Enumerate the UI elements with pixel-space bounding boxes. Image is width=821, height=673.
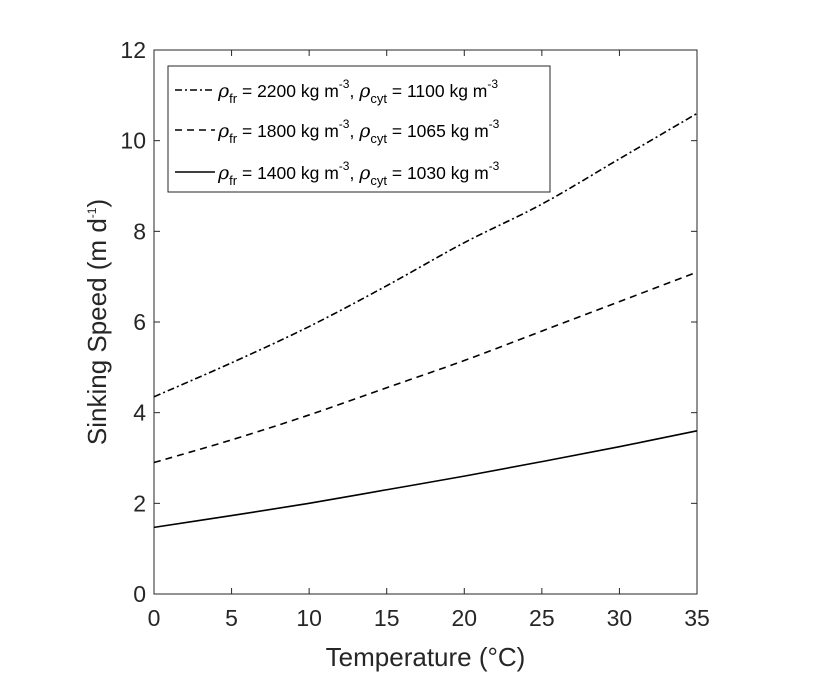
legend-rho-2b: ρ (358, 120, 371, 142)
legend-mid-2b: = 1065 kg m (387, 121, 489, 141)
y-axis-title-sup: -1 (85, 207, 99, 218)
legend-sub-2a: fr (229, 131, 238, 146)
legend-sep-2: , (349, 121, 359, 141)
legend-rho-2a: ρ (217, 120, 230, 142)
x-tick-label: 30 (607, 605, 633, 631)
legend-sub-1a: fr (229, 91, 238, 106)
x-tick-label: 15 (374, 605, 400, 631)
x-axis-title: Temperature (°C) (326, 642, 526, 672)
legend-rho-1a: ρ (217, 80, 230, 102)
y-tick-label: 10 (120, 128, 146, 154)
x-tick-label: 25 (529, 605, 555, 631)
x-tick-label: 5 (225, 605, 238, 631)
x-tick-label: 35 (684, 605, 710, 631)
legend-mid-3b: = 1030 kg m (387, 163, 489, 183)
legend-rho-1b: ρ (358, 80, 371, 102)
y-axis-title-close: ) (82, 199, 112, 208)
y-tick-label: 6 (133, 309, 146, 335)
legend-sup-3a: -3 (339, 159, 350, 173)
legend-label-series-2: ρfr = 1800 kg m-3, ρcyt = 1065 kg m-3 (217, 117, 500, 146)
series-line-3 (153, 430, 698, 529)
legend-box (167, 65, 551, 193)
legend-sep-3: , (349, 163, 359, 183)
legend-sep-1: , (349, 81, 359, 101)
y-tick-label: 0 (133, 581, 146, 607)
axis-ticks: 0 5 10 15 20 25 30 35 0 2 4 6 8 10 12 (120, 37, 709, 631)
y-axis-title: Sinking Speed (m d-1) (82, 199, 112, 445)
legend-sub-3a: fr (229, 173, 238, 188)
y-tick-label: 4 (133, 400, 146, 426)
legend-sup-2b: -3 (489, 117, 500, 131)
legend-sub-2b: cyt (370, 131, 387, 146)
legend: ρfr = 2200 kg m-3, ρcyt = 1100 kg m-3 ρf… (167, 65, 551, 193)
legend-sub-3b: cyt (370, 173, 387, 188)
legend-mid-3a: = 1400 kg m (237, 163, 339, 183)
legend-sup-1a: -3 (339, 77, 350, 91)
legend-label-series-1: ρfr = 2200 kg m-3, ρcyt = 1100 kg m-3 (217, 77, 498, 106)
legend-sup-1b: -3 (487, 77, 498, 91)
y-axis-title-main: Sinking Speed (m d (82, 218, 112, 445)
series-line-1 (153, 112, 698, 398)
legend-sup-2a: -3 (339, 117, 350, 131)
legend-rho-3a: ρ (217, 162, 230, 184)
legend-sub-1b: cyt (370, 91, 387, 106)
x-tick-label: 20 (451, 605, 477, 631)
legend-mid-2a: = 1800 kg m (237, 121, 339, 141)
legend-sup-3b: -3 (489, 159, 500, 173)
legend-label-series-3: ρfr = 1400 kg m-3, ρcyt = 1030 kg m-3 (217, 159, 500, 188)
x-tick-label: 0 (148, 605, 161, 631)
x-tick-label: 10 (296, 605, 322, 631)
legend-mid-1b: = 1100 kg m (387, 81, 487, 101)
y-tick-label: 2 (133, 490, 146, 516)
series-lines (153, 112, 698, 529)
series-line-2 (153, 271, 698, 464)
y-tick-label: 8 (133, 218, 146, 244)
y-tick-label: 12 (120, 37, 146, 63)
legend-rho-3b: ρ (358, 162, 371, 184)
legend-mid-1a: = 2200 kg m (237, 81, 339, 101)
